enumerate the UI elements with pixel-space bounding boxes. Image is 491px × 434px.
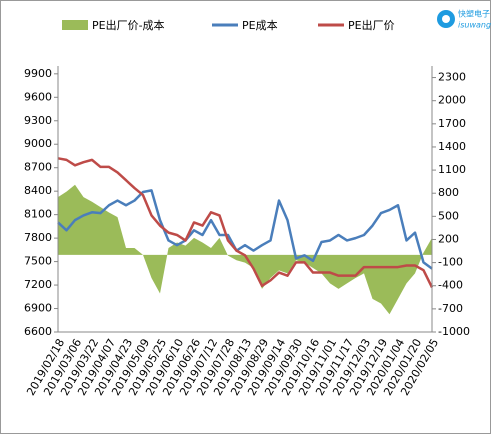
- y-tick-label: 8100: [24, 208, 52, 221]
- y2-tick-label: 2000: [438, 94, 466, 107]
- y-tick-label: 9300: [24, 114, 52, 127]
- y-tick-label: 8700: [24, 161, 52, 174]
- y2-tick-label: 1400: [438, 140, 466, 153]
- logo-icon-inner: [442, 15, 450, 23]
- y2-tick-label: -1000: [438, 325, 470, 338]
- y2-tick-label: 1100: [438, 163, 466, 176]
- y2-tick-label: 800: [438, 186, 459, 199]
- y2-tick-label: 200: [438, 232, 459, 245]
- legend-label: PE出厂价-成本: [92, 18, 165, 32]
- logo-text: 快塑电子: [458, 9, 490, 19]
- legend-swatch: [62, 20, 88, 30]
- y-tick-label: 7200: [24, 278, 52, 291]
- y2-tick-label: -400: [438, 279, 463, 292]
- y-tick-label: 7800: [24, 231, 52, 244]
- logo-subtext: isuwang: [458, 21, 491, 30]
- y2-tick-label: 2300: [438, 71, 466, 84]
- line: [57, 189, 433, 270]
- y-tick-label: 9000: [24, 137, 52, 150]
- y-tick-label: 7500: [24, 255, 52, 268]
- y-tick-label: 8400: [24, 184, 52, 197]
- y-tick-label: 9900: [24, 67, 52, 80]
- y2-tick-label: -100: [438, 256, 463, 269]
- y-tick-label: 6600: [24, 325, 52, 338]
- y-tick-label: 9600: [24, 90, 52, 103]
- y2-tick-label: 500: [438, 209, 459, 222]
- line: [57, 157, 434, 288]
- legend-label: PE出厂价: [348, 18, 395, 32]
- area: [58, 184, 432, 315]
- y-tick-label: 6900: [24, 302, 52, 315]
- legend-label: PE成本: [242, 18, 278, 32]
- y2-tick-label: 1700: [438, 117, 466, 130]
- y2-tick-label: -700: [438, 302, 463, 315]
